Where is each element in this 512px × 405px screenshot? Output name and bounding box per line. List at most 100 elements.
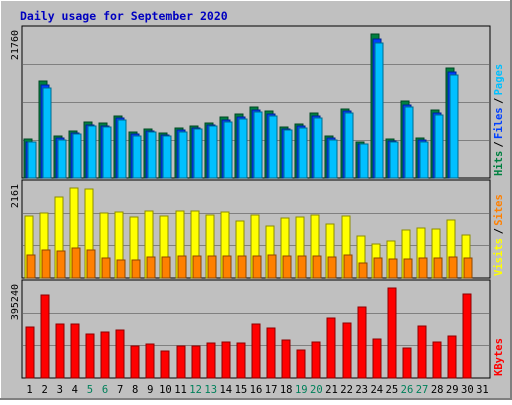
bar-pages-day-27 xyxy=(419,141,429,179)
bar-sites-day-15 xyxy=(237,255,247,279)
bar-sites-day-13 xyxy=(207,255,217,279)
bar-pages-day-3 xyxy=(57,139,67,179)
bar-sites-day-11 xyxy=(177,255,187,279)
bar-sites-day-27 xyxy=(418,257,428,279)
bar-pages-day-19 xyxy=(298,127,308,179)
x-tick-day-25: 25 xyxy=(386,384,399,396)
bar-pages-day-26 xyxy=(404,106,414,179)
x-tick-day-18: 18 xyxy=(280,384,293,396)
bar-kbytes-day-17 xyxy=(266,327,276,379)
bar-pages-day-20 xyxy=(313,117,323,179)
bar-sites-day-18 xyxy=(282,255,292,279)
x-tick-day-10: 10 xyxy=(159,384,172,396)
legend-separator: / xyxy=(493,98,505,104)
legend-files: Files xyxy=(493,107,505,139)
bar-pages-day-13 xyxy=(208,125,218,179)
x-tick-day-12: 12 xyxy=(189,384,202,396)
legend-kbytes: KBytes xyxy=(493,338,505,376)
x-tick-day-8: 8 xyxy=(132,384,138,396)
bar-sites-day-24 xyxy=(373,257,383,279)
bar-pages-day-17 xyxy=(268,115,278,179)
bar-kbytes-day-26 xyxy=(402,347,412,379)
legend-pages: Pages xyxy=(493,64,505,96)
bar-kbytes-day-3 xyxy=(55,323,65,379)
x-tick-day-14: 14 xyxy=(219,384,232,396)
bar-kbytes-day-21 xyxy=(326,317,336,379)
bar-kbytes-day-10 xyxy=(160,350,170,379)
bar-sites-day-16 xyxy=(252,255,262,279)
bar-sites-day-22 xyxy=(343,254,353,279)
x-tick-day-20: 20 xyxy=(310,384,323,396)
x-tick-day-7: 7 xyxy=(117,384,123,396)
legend-separator: / xyxy=(493,228,505,234)
x-tick-day-9: 9 xyxy=(147,384,153,396)
bar-pages-day-7 xyxy=(117,119,127,179)
bar-kbytes-day-27 xyxy=(417,325,427,379)
x-tick-day-24: 24 xyxy=(370,384,383,396)
bar-sites-day-23 xyxy=(358,262,368,279)
bar-kbytes-day-28 xyxy=(432,341,442,379)
bar-kbytes-day-20 xyxy=(311,341,321,379)
bar-sites-day-30 xyxy=(463,257,473,279)
bar-pages-day-23 xyxy=(359,143,369,179)
bar-kbytes-day-15 xyxy=(236,342,246,379)
bar-kbytes-day-7 xyxy=(115,329,125,379)
bar-pages-day-4 xyxy=(72,133,82,179)
bar-sites-day-9 xyxy=(146,256,156,279)
bar-kbytes-day-4 xyxy=(70,323,80,379)
bar-kbytes-day-6 xyxy=(100,331,110,379)
x-tick-day-4: 4 xyxy=(72,384,78,396)
x-tick-day-19: 19 xyxy=(295,384,308,396)
max-label-hits-files-pages: 21760 xyxy=(10,30,21,60)
bar-sites-day-4 xyxy=(71,247,81,279)
bar-pages-day-11 xyxy=(178,131,188,179)
bar-pages-day-24 xyxy=(374,42,384,179)
bar-kbytes-day-2 xyxy=(40,294,50,379)
x-tick-day-6: 6 xyxy=(102,384,108,396)
bar-sites-day-6 xyxy=(101,257,111,279)
bar-sites-day-5 xyxy=(86,249,96,279)
bar-kbytes-day-25 xyxy=(387,287,397,379)
bar-kbytes-day-23 xyxy=(357,306,367,379)
bar-sites-day-1 xyxy=(26,254,36,279)
bar-sites-day-26 xyxy=(403,258,413,279)
x-tick-day-3: 3 xyxy=(57,384,63,396)
bar-kbytes-day-1 xyxy=(25,326,35,379)
bar-kbytes-day-30 xyxy=(462,293,472,379)
bar-pages-day-2 xyxy=(42,87,52,179)
bar-sites-day-25 xyxy=(388,258,398,279)
x-tick-day-5: 5 xyxy=(87,384,93,396)
bar-pages-day-1 xyxy=(27,141,37,179)
bar-sites-day-7 xyxy=(116,259,126,279)
bar-kbytes-day-14 xyxy=(221,341,231,379)
x-tick-day-17: 17 xyxy=(265,384,278,396)
bar-sites-day-8 xyxy=(131,259,141,279)
bar-kbytes-day-18 xyxy=(281,339,291,379)
x-tick-day-29: 29 xyxy=(446,384,459,396)
bar-pages-day-12 xyxy=(193,128,203,179)
x-tick-day-22: 22 xyxy=(340,384,353,396)
bar-pages-day-18 xyxy=(283,129,293,179)
x-tick-day-27: 27 xyxy=(416,384,429,396)
bar-sites-day-2 xyxy=(41,249,51,279)
bar-pages-day-22 xyxy=(344,112,354,179)
legend-separator: / xyxy=(493,141,505,147)
bar-kbytes-day-16 xyxy=(251,323,261,379)
bar-pages-day-29 xyxy=(449,74,459,179)
x-tick-day-28: 28 xyxy=(431,384,444,396)
x-tick-day-30: 30 xyxy=(461,384,474,396)
bar-kbytes-day-13 xyxy=(206,342,216,379)
legend-sites: Sites xyxy=(493,194,505,226)
bar-sites-day-12 xyxy=(192,255,202,279)
legend-hits: Hits xyxy=(493,151,505,176)
bar-kbytes-day-11 xyxy=(176,345,186,379)
bar-sites-day-28 xyxy=(433,257,443,279)
bar-kbytes-day-9 xyxy=(145,343,155,379)
x-tick-day-2: 2 xyxy=(41,384,47,396)
bar-sites-day-14 xyxy=(222,255,232,279)
x-tick-day-1: 1 xyxy=(26,384,32,396)
x-tick-day-13: 13 xyxy=(204,384,217,396)
bar-pages-day-15 xyxy=(238,118,248,179)
